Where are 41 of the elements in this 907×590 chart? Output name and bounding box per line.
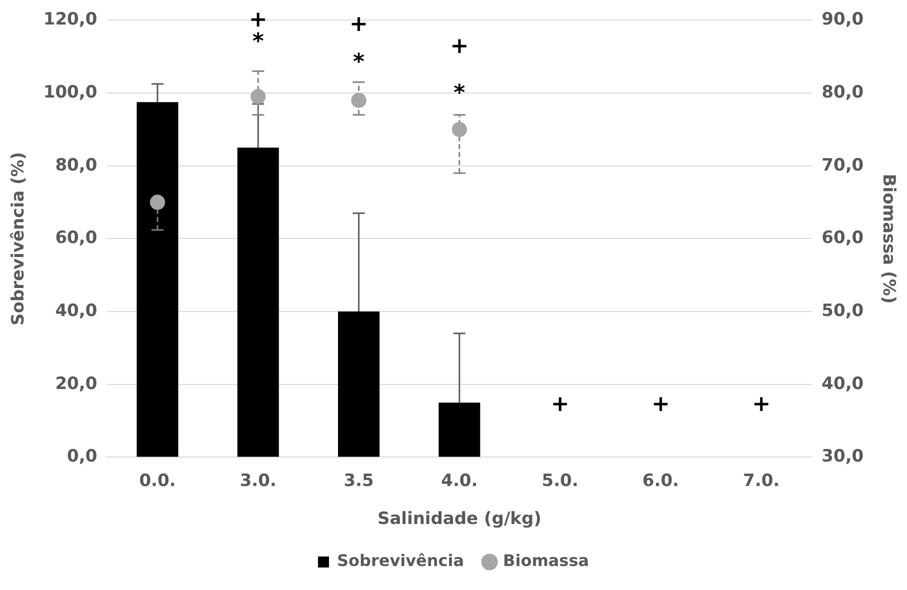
annotation: +: [752, 392, 771, 417]
legend-label: Sobrevivência: [336, 551, 464, 570]
bar: [237, 148, 279, 457]
y2-tick-label: 60,0: [822, 228, 864, 248]
y2-tick-label: 70,0: [822, 155, 864, 176]
y-tick-label: 100,0: [43, 82, 98, 102]
x-tick-label: 4.0.: [441, 470, 478, 491]
y-tick-label: 40,0: [55, 300, 98, 321]
y-axis-title: Sobrevivência (%): [8, 152, 29, 326]
x-tick-label: 7.0.: [743, 470, 780, 491]
y-tick-label: 20,0: [55, 374, 98, 394]
bar: [338, 312, 380, 457]
bar: [438, 402, 480, 457]
y-tick-label: 80,0: [55, 155, 98, 176]
annotation: +: [651, 392, 670, 417]
bar: [136, 102, 178, 457]
point: [351, 92, 366, 108]
point: [150, 194, 165, 210]
point: [452, 122, 467, 137]
y2-tick-label: 50,0: [822, 300, 864, 321]
annotation: *: [353, 50, 366, 75]
legend-label: Biomassa: [503, 551, 590, 570]
x-axis-title: Salinidade (g/kg): [377, 509, 542, 530]
y-tick-label: 120,0: [43, 10, 98, 30]
annotation: +: [350, 12, 368, 38]
annotation: +: [450, 34, 469, 60]
y2-tick-label: 90,0: [822, 10, 864, 30]
annotation: +: [550, 392, 570, 417]
y2-tick-label: 80,0: [822, 82, 864, 102]
y-tick-label: 60,0: [55, 228, 98, 248]
x-tick-label: 3.0.: [240, 470, 276, 491]
x-tick-label: 3.5: [344, 470, 374, 491]
y2-tick-label: 30,0: [822, 446, 864, 467]
x-tick-label: 5.0.: [542, 470, 578, 491]
y2-axis-title: Biomassa (%): [878, 174, 898, 304]
y-tick-label: 0,0: [67, 446, 98, 467]
annotation: *: [454, 81, 466, 106]
y2-tick-label: 40,0: [822, 374, 864, 394]
x-tick-label: 6.0.: [642, 470, 679, 491]
x-tick-label: 0.0.: [139, 470, 176, 491]
point: [250, 89, 266, 104]
